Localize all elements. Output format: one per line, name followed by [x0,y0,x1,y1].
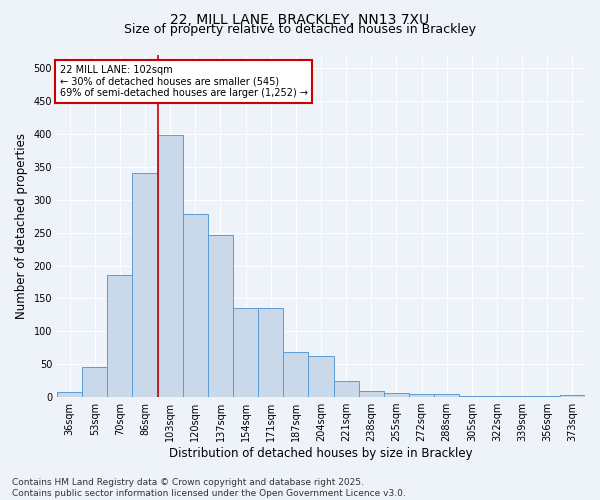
Bar [133,174,158,397]
Text: 22 MILL LANE: 102sqm
← 30% of detached houses are smaller (545)
69% of semi-deta: 22 MILL LANE: 102sqm ← 30% of detached h… [59,65,308,98]
Bar [484,396,509,397]
Bar [183,214,208,397]
Bar [359,390,384,397]
Bar [258,308,283,397]
Y-axis label: Number of detached properties: Number of detached properties [15,133,28,319]
Text: 22, MILL LANE, BRACKLEY, NN13 7XU: 22, MILL LANE, BRACKLEY, NN13 7XU [170,12,430,26]
Bar [509,396,535,397]
Bar [308,356,334,397]
Bar [283,352,308,397]
Bar [82,368,107,397]
Bar [434,394,459,397]
Bar [409,394,434,397]
Bar [334,380,359,397]
Bar [57,392,82,397]
Bar [384,393,409,397]
Bar [208,236,233,397]
Text: Contains HM Land Registry data © Crown copyright and database right 2025.
Contai: Contains HM Land Registry data © Crown c… [12,478,406,498]
Bar [158,136,183,397]
Bar [459,396,484,397]
X-axis label: Distribution of detached houses by size in Brackley: Distribution of detached houses by size … [169,447,473,460]
Bar [560,395,585,397]
Bar [107,276,133,397]
Text: Size of property relative to detached houses in Brackley: Size of property relative to detached ho… [124,22,476,36]
Bar [233,308,258,397]
Bar [535,396,560,397]
